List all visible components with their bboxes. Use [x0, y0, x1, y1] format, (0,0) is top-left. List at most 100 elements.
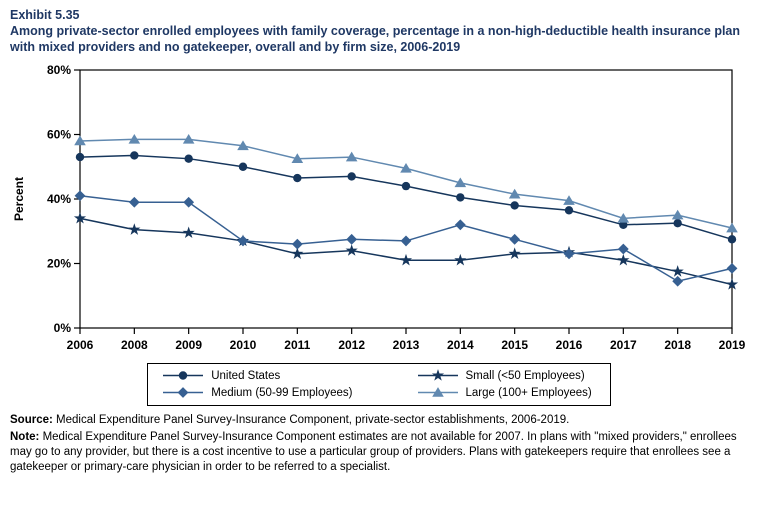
- triangle-legend-icon: [417, 387, 458, 397]
- legend-item: Medium (50-99 Employees): [162, 385, 353, 400]
- circle-marker-icon: [184, 154, 193, 163]
- x-tick-label: 2014: [447, 338, 474, 352]
- y-tick-label: 0%: [54, 321, 72, 335]
- x-tick-label: 2019: [719, 338, 746, 352]
- diamond-marker-icon: [400, 235, 412, 247]
- star-marker-icon: [345, 244, 358, 256]
- diamond-marker-icon: [509, 233, 521, 245]
- x-tick-label: 2006: [67, 338, 94, 352]
- diamond-marker-icon: [454, 219, 466, 231]
- circle-marker-icon: [727, 235, 737, 244]
- y-tick-label: 40%: [47, 192, 71, 206]
- y-axis-title: Percent: [12, 177, 26, 221]
- exhibit-number: Exhibit 5.35: [10, 8, 80, 22]
- circle-marker-icon: [75, 152, 85, 162]
- x-tick-label: 2008: [121, 338, 148, 352]
- x-tick-label: 2018: [664, 338, 691, 352]
- x-tick-label: 2016: [556, 338, 583, 352]
- circle-legend-icon: [163, 371, 204, 380]
- x-tick-label: 2013: [393, 338, 420, 352]
- source-label: Source:: [10, 414, 53, 426]
- circle-marker-icon: [619, 220, 628, 229]
- note-body: Medical Expenditure Panel Survey-Insuran…: [10, 430, 737, 473]
- y-tick-label: 20%: [47, 257, 71, 271]
- triangle-marker-icon: [128, 133, 141, 144]
- circle-marker-icon: [179, 371, 188, 380]
- triangle-marker-icon: [431, 387, 444, 397]
- star-marker-icon: [454, 253, 467, 266]
- star-marker-icon: [671, 265, 684, 277]
- x-tick-label: 2012: [338, 338, 365, 352]
- diamond-marker-icon: [183, 196, 195, 208]
- diamond-legend-icon: [163, 387, 204, 398]
- circle-marker-icon: [673, 218, 682, 228]
- legend-label: United States: [211, 369, 281, 382]
- diamond-marker-icon: [563, 248, 575, 260]
- legend-label: Medium (50-99 Employees): [211, 386, 353, 399]
- triangle-marker-icon: [291, 153, 304, 163]
- star-marker-icon: [725, 278, 739, 290]
- line-chart: Percent 0% 20% 40% 60% 80% 2006 2008 2009 2010 201…: [10, 58, 748, 363]
- y-tick-label: 60%: [47, 128, 71, 142]
- triangle-marker-icon: [237, 140, 249, 151]
- star-marker-icon: [128, 223, 141, 235]
- x-tick-label: 2010: [230, 338, 257, 352]
- triangle-marker-icon: [617, 212, 630, 223]
- diamond-marker-icon: [177, 387, 189, 398]
- star-marker-icon: [73, 211, 87, 224]
- source-body: Medical Expenditure Panel Survey-Insuran…: [52, 414, 570, 426]
- x-tick-label: 2011: [284, 338, 310, 352]
- series-diamond: [74, 190, 738, 287]
- triangle-marker-icon: [74, 135, 86, 146]
- legend-item: Large (100+ Employees): [417, 385, 592, 400]
- triangle-marker-icon: [454, 177, 467, 188]
- circle-marker-icon: [238, 162, 248, 171]
- legend-label: Small (<50 Employees): [465, 369, 585, 382]
- legend-item: Small (<50 Employees): [417, 368, 592, 383]
- legend-label: Large (100+ Employees): [465, 386, 592, 399]
- diamond-marker-icon: [617, 243, 629, 255]
- x-tick-label: 2017: [610, 338, 637, 352]
- note-label: Note:: [10, 430, 40, 443]
- diamond-marker-icon: [346, 233, 358, 245]
- star-marker-icon: [291, 247, 304, 259]
- star-marker-icon: [431, 369, 444, 381]
- diamond-marker-icon: [291, 238, 303, 250]
- plot-border: [79, 69, 733, 329]
- chart-title: Among private-sector enrolled employees …: [10, 24, 741, 54]
- star-marker-icon: [399, 253, 413, 266]
- circle-marker-icon: [347, 172, 356, 181]
- triangle-marker-icon: [671, 209, 684, 220]
- series-triangle: [74, 133, 738, 233]
- series-circle: [75, 151, 737, 244]
- circle-marker-icon: [510, 201, 519, 210]
- circle-marker-icon: [564, 206, 574, 215]
- triangle-marker-icon: [345, 151, 358, 162]
- circle-marker-icon: [456, 193, 465, 202]
- source-text: Source: Medical Expenditure Panel Survey…: [10, 413, 748, 428]
- triangle-marker-icon: [400, 162, 412, 173]
- diamond-marker-icon: [237, 235, 249, 247]
- legend-item: United States: [162, 368, 352, 383]
- star-marker-icon: [617, 253, 630, 266]
- y-tick-label: 80%: [47, 63, 71, 77]
- chart-canvas: Percent 0% 20% 40% 60% 80% 2006 2008 2009 2010 201…: [12, 63, 746, 352]
- triangle-marker-icon: [508, 188, 521, 199]
- series-line: [79, 217, 733, 286]
- triangle-marker-icon: [182, 133, 195, 144]
- circle-marker-icon: [130, 151, 139, 160]
- legend: United States Small (<50 Employees) Medium…: [147, 363, 611, 406]
- circle-marker-icon: [401, 181, 411, 191]
- triangle-marker-icon: [726, 222, 738, 233]
- circle-marker-icon: [293, 173, 302, 183]
- note-text: Note: Medical Expenditure Panel Survey-I…: [10, 430, 748, 475]
- diamond-marker-icon: [672, 275, 684, 287]
- star-marker-icon: [508, 247, 521, 259]
- star-legend-icon: [417, 369, 458, 381]
- x-tick-label: 2015: [501, 338, 528, 352]
- x-tick-label: 2009: [175, 338, 202, 352]
- diamond-marker-icon: [128, 196, 140, 208]
- footer: Source: Medical Expenditure Panel Survey…: [10, 413, 748, 475]
- triangle-marker-icon: [563, 195, 575, 205]
